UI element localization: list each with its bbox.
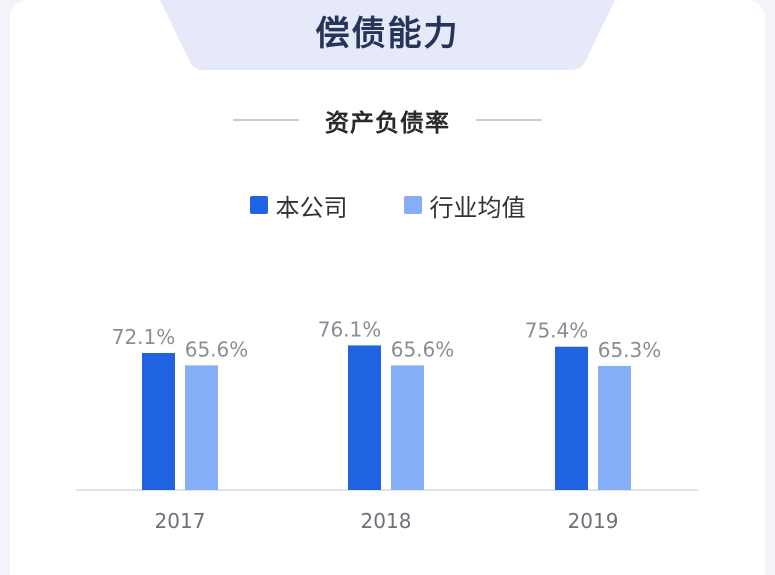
legend: 本公司 行业均值 xyxy=(0,188,775,222)
bar-industry-2019 xyxy=(598,365,631,490)
header-tab xyxy=(160,0,615,70)
bar-company-2017 xyxy=(142,353,175,490)
legend-swatch-industry xyxy=(403,196,422,214)
data-label-industry-2019: 65.3% xyxy=(598,338,662,362)
legend-swatch-company xyxy=(249,196,268,214)
title-rule-left xyxy=(233,119,299,121)
data-label-company-2017: 72.1% xyxy=(112,325,176,349)
header-tab-shape xyxy=(160,0,615,70)
bar-industry-2018 xyxy=(391,365,424,490)
data-label-company-2018: 76.1% xyxy=(318,317,382,341)
data-label-industry-2018: 65.6% xyxy=(391,337,455,361)
legend-item-industry: 行业均值 xyxy=(403,188,526,223)
chart-title-row: 资产负债率 xyxy=(0,102,775,138)
data-label-industry-2017: 65.6% xyxy=(185,337,249,361)
legend-label-industry: 行业均值 xyxy=(429,193,526,222)
chart-title: 资产负债率 xyxy=(325,108,450,137)
legend-item-company: 本公司 xyxy=(249,188,348,223)
section-title: 偿债能力 xyxy=(315,14,460,54)
legend-label-company: 本公司 xyxy=(275,193,348,222)
title-rule-right xyxy=(476,119,542,121)
data-label-company-2019: 75.4% xyxy=(525,319,589,343)
x-tick-label-2017: 2017 xyxy=(155,509,206,533)
x-tick-label-2019: 2019 xyxy=(568,509,619,533)
bar-industry-2017 xyxy=(185,365,218,490)
bar-company-2018 xyxy=(348,345,381,490)
x-tick-label-2018: 2018 xyxy=(361,509,412,533)
bar-company-2019 xyxy=(555,346,588,490)
card xyxy=(10,0,765,575)
